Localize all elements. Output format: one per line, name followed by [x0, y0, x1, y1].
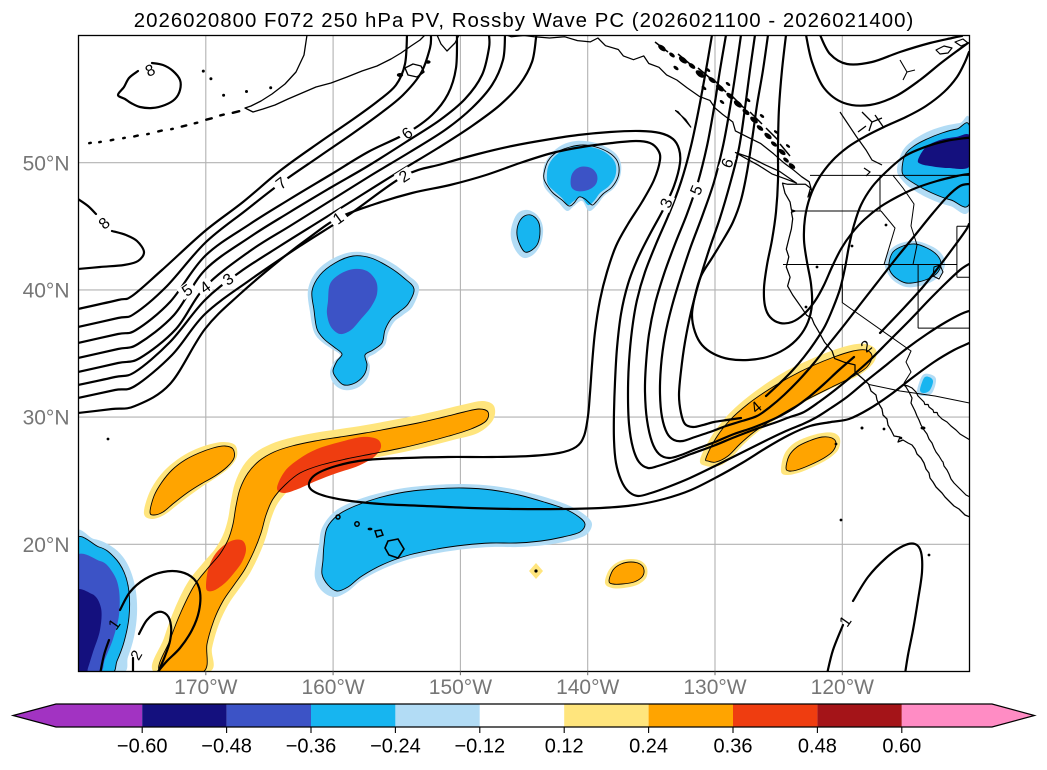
- svg-text:−0.36: −0.36: [286, 736, 337, 758]
- svg-text:0.36: 0.36: [714, 736, 753, 758]
- svg-text:0.48: 0.48: [798, 736, 837, 758]
- svg-text:150°W: 150°W: [429, 676, 492, 699]
- svg-text:140°W: 140°W: [556, 676, 619, 699]
- svg-text:−0.12: −0.12: [454, 736, 505, 758]
- svg-text:−0.24: −0.24: [370, 736, 421, 758]
- svg-text:160°W: 160°W: [301, 676, 364, 699]
- svg-text:130°W: 130°W: [683, 676, 746, 699]
- svg-text:40°N: 40°N: [23, 279, 70, 302]
- svg-text:−0.60: −0.60: [117, 736, 168, 758]
- svg-text:0.12: 0.12: [545, 736, 584, 758]
- svg-text:−0.48: −0.48: [201, 736, 252, 758]
- svg-text:50°N: 50°N: [23, 152, 70, 175]
- svg-text:170°W: 170°W: [174, 676, 237, 699]
- svg-text:0.24: 0.24: [629, 736, 668, 758]
- svg-text:120°W: 120°W: [811, 676, 874, 699]
- svg-text:2026020800 F072 250 hPa PV, Ro: 2026020800 F072 250 hPa PV, Rossby Wave …: [134, 10, 915, 32]
- svg-text:0.60: 0.60: [882, 736, 921, 758]
- svg-text:20°N: 20°N: [23, 534, 70, 557]
- svg-text:30°N: 30°N: [23, 407, 70, 430]
